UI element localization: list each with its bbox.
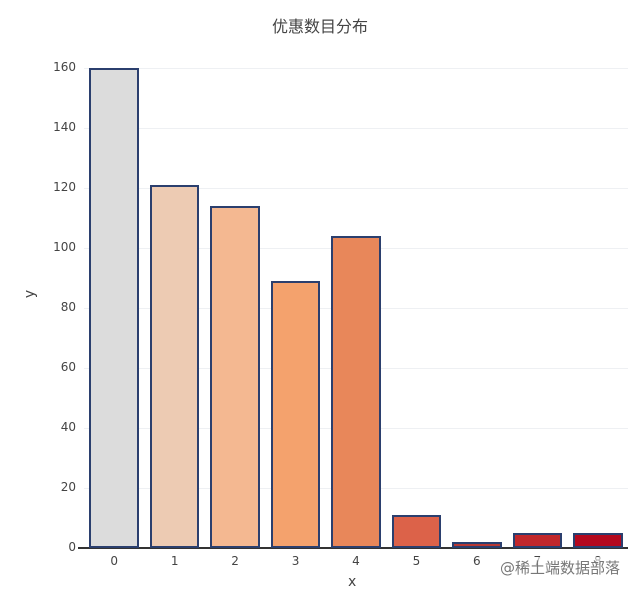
y-tick-label: 80	[60, 300, 76, 314]
chart-title: 优惠数目分布	[271, 17, 368, 36]
bar-8[interactable]	[572, 533, 623, 548]
x-tick-label: 2	[231, 554, 239, 568]
y-tick-label: 0	[68, 540, 76, 554]
gridline	[84, 68, 628, 69]
x-axis-label: x	[348, 574, 357, 590]
watermark: @稀土端数据部落	[500, 557, 621, 578]
plot-area	[78, 68, 628, 549]
bar-1[interactable]	[149, 185, 200, 548]
bar-7[interactable]	[512, 533, 563, 548]
gridline	[84, 128, 628, 129]
y-tick-label: 120	[53, 180, 76, 194]
y-tick-label: 140	[53, 120, 76, 134]
x-tick-label: 3	[291, 554, 300, 568]
y-tick-label: 60	[60, 360, 76, 374]
x-axis-line	[78, 547, 628, 549]
x-tick-label: 0	[110, 554, 119, 568]
y-tick-label: 40	[60, 420, 76, 434]
bar-4[interactable]	[331, 236, 381, 548]
x-tick-label: 4	[352, 554, 360, 568]
y-axis-label: y	[22, 289, 39, 299]
bar-6[interactable]	[452, 542, 502, 548]
bar-3[interactable]	[270, 281, 321, 548]
bar-0[interactable]	[89, 68, 139, 548]
y-tick-label: 160	[53, 60, 76, 74]
x-tick-label: 6	[473, 554, 481, 568]
y-tick-label: 20	[60, 480, 76, 494]
bar-2[interactable]	[210, 206, 260, 548]
gridline	[84, 188, 628, 189]
bar-5[interactable]	[391, 515, 442, 548]
x-tick-label: 5	[412, 554, 421, 568]
y-tick-label: 100	[53, 240, 76, 254]
x-tick-label: 1	[170, 554, 179, 568]
